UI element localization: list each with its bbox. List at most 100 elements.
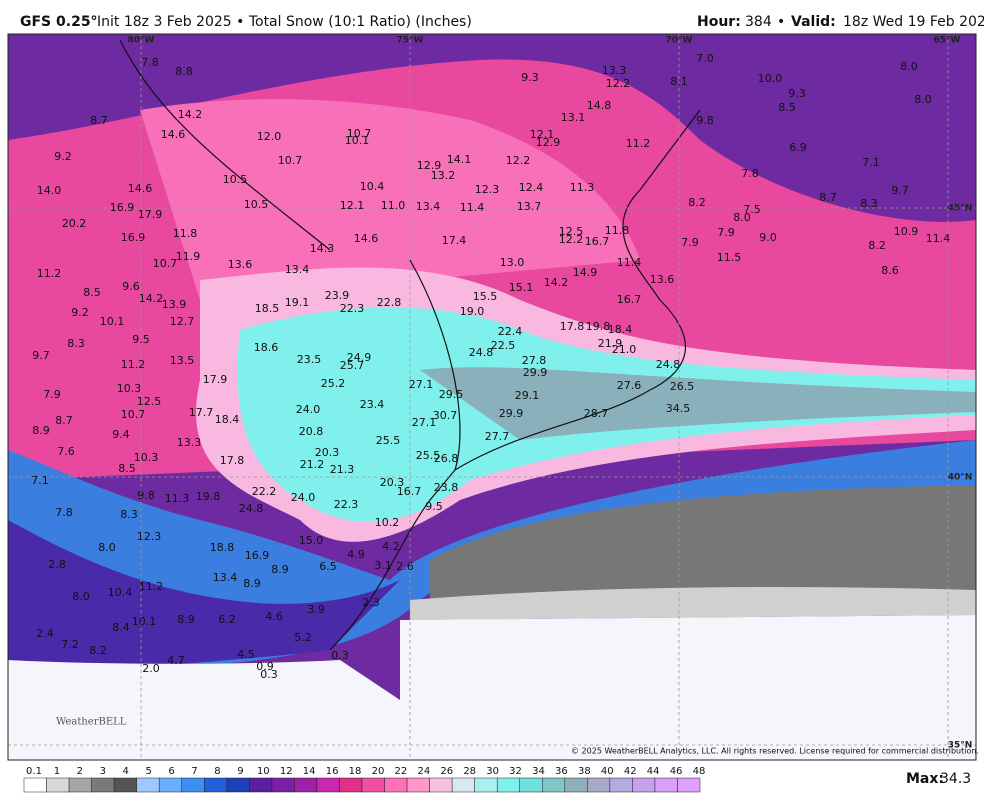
snow-label: 27.6: [617, 379, 642, 392]
snow-label: 9.6: [122, 280, 140, 293]
snow-label: 10.1: [132, 615, 157, 628]
snow-label: 9.7: [891, 184, 909, 197]
grid-label: 70°W: [666, 36, 693, 46]
snow-label: 12.7: [170, 315, 195, 328]
snow-field: [410, 587, 976, 620]
snow-label: 14.8: [587, 99, 612, 112]
snow-label: 20.3: [380, 476, 405, 489]
colorbar-label: 3: [100, 766, 106, 777]
snow-label: 13.6: [650, 273, 675, 286]
snow-label: 16.7: [397, 485, 422, 498]
snow-label: 34.5: [666, 402, 691, 415]
colorbar-label: 30: [486, 766, 499, 777]
snow-label: 18.4: [608, 323, 633, 336]
colorbar-label: 40: [601, 766, 614, 777]
snow-label: 22.4: [498, 325, 523, 338]
snow-label: 23.9: [325, 289, 350, 302]
snow-label: 9.3: [521, 71, 539, 84]
snow-label: 24.9: [347, 351, 372, 364]
snow-label: 19.8: [586, 320, 611, 333]
snow-label: 18.8: [210, 541, 235, 554]
colorbar-cell: [609, 777, 633, 793]
snow-label: 29.1: [515, 389, 540, 402]
hour: 384: [745, 14, 772, 30]
colorbar-cell: [474, 777, 498, 793]
snow-label: 12.2: [506, 154, 531, 167]
snow-label: 8.9: [271, 563, 289, 576]
colorbar-label: 32: [509, 766, 522, 777]
snow-label: 22.8: [377, 296, 402, 309]
snow-label: 14.2: [178, 108, 203, 121]
colorbar-cell: [226, 777, 250, 793]
colorbar-label: 12: [280, 766, 293, 777]
snow-label: 15.0: [299, 534, 324, 547]
snow-label: 8.7: [90, 114, 108, 127]
colorbar-label: 9: [237, 766, 243, 777]
snow-label: 9.0: [759, 231, 777, 244]
snow-field: [400, 615, 976, 760]
snow-label: 23.4: [360, 398, 385, 411]
colorbar-cell: [181, 777, 205, 793]
snow-label: 8.0: [900, 60, 918, 73]
snow-label: 14.9: [573, 266, 598, 279]
snow-label: 22.3: [340, 302, 365, 315]
snow-label: 13.9: [162, 298, 187, 311]
snow-label: 9.2: [54, 150, 72, 163]
snow-label: 24.8: [239, 502, 264, 515]
snow-label: 3.9: [307, 603, 325, 616]
snow-label: 25.5: [416, 449, 441, 462]
graticule: [8, 34, 976, 760]
snow-label: 18.6: [254, 341, 279, 354]
snow-label: 11.2: [121, 358, 146, 371]
colorbar-label: 38: [578, 766, 591, 777]
snow-label: 9.5: [425, 500, 443, 513]
snow-label: 12.2: [559, 233, 584, 246]
snow-label: 11.9: [176, 250, 201, 263]
snow-label: 10.0: [758, 72, 783, 85]
snow-label: 7.1: [31, 474, 49, 487]
snow-label: 13.0: [500, 256, 525, 269]
snow-label: 10.3: [117, 382, 142, 395]
colorbar-cell: [519, 777, 543, 793]
colorbar-cell: [361, 777, 385, 793]
snow-label: 19.8: [196, 490, 221, 503]
snow-label: 17.9: [203, 373, 228, 386]
logo: WeatherBELL: [56, 717, 127, 728]
snow-label: 6.2: [218, 613, 236, 626]
snow-label: 17.8: [560, 320, 585, 333]
grid-label: 65°W: [934, 36, 961, 46]
snow-label: 13.5: [170, 354, 195, 367]
snow-label: 3.1: [374, 559, 392, 572]
valid-label: Valid:: [791, 14, 836, 30]
colorbar-label: 0.1: [26, 766, 42, 777]
snow-label: 13.3: [177, 436, 202, 449]
snow-label: 12.5: [137, 395, 162, 408]
snow-label: 10.7: [153, 257, 178, 270]
snow-label: 23.8: [434, 481, 459, 494]
colorbar-cell: [68, 777, 92, 793]
snow-label: 13.3: [602, 64, 627, 77]
snow-label: 11.3: [570, 181, 595, 194]
snow-label: 10.7: [347, 127, 372, 140]
snow-label: 12.4: [519, 181, 544, 194]
map-border: [7, 33, 977, 761]
colorbar-label: 4: [123, 766, 129, 777]
snow-label: 10.5: [244, 198, 269, 211]
snow-label: 20.3: [315, 446, 340, 459]
snow-label: 27.1: [412, 416, 437, 429]
snow-label: 15.1: [509, 281, 534, 294]
snow-label: 8.7: [819, 191, 837, 204]
snow-label: 7.0: [696, 52, 714, 65]
snow-label: 12.5: [559, 225, 584, 238]
snow-label: 8.9: [177, 613, 195, 626]
snow-label: 26.5: [670, 380, 695, 393]
colorbar-cell: [23, 777, 47, 793]
colorbar-label: 5: [145, 766, 151, 777]
snow-label: 14.3: [310, 242, 335, 255]
colorbar-cell: [249, 777, 273, 793]
snow-label: 14.2: [544, 276, 569, 289]
snow-label: 9.2: [71, 306, 89, 319]
snow-label: 14.6: [161, 128, 186, 141]
snow-label: 11.0: [381, 199, 406, 212]
colorbar-label: 2: [77, 766, 83, 777]
